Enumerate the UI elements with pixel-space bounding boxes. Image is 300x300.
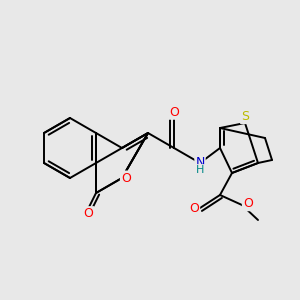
- Text: O: O: [84, 207, 94, 220]
- Text: O: O: [243, 197, 253, 210]
- Text: H: H: [196, 165, 204, 175]
- Text: O: O: [189, 202, 199, 214]
- Text: S: S: [241, 110, 249, 123]
- Text: O: O: [169, 106, 179, 119]
- Text: O: O: [121, 172, 131, 184]
- Text: N: N: [195, 157, 205, 169]
